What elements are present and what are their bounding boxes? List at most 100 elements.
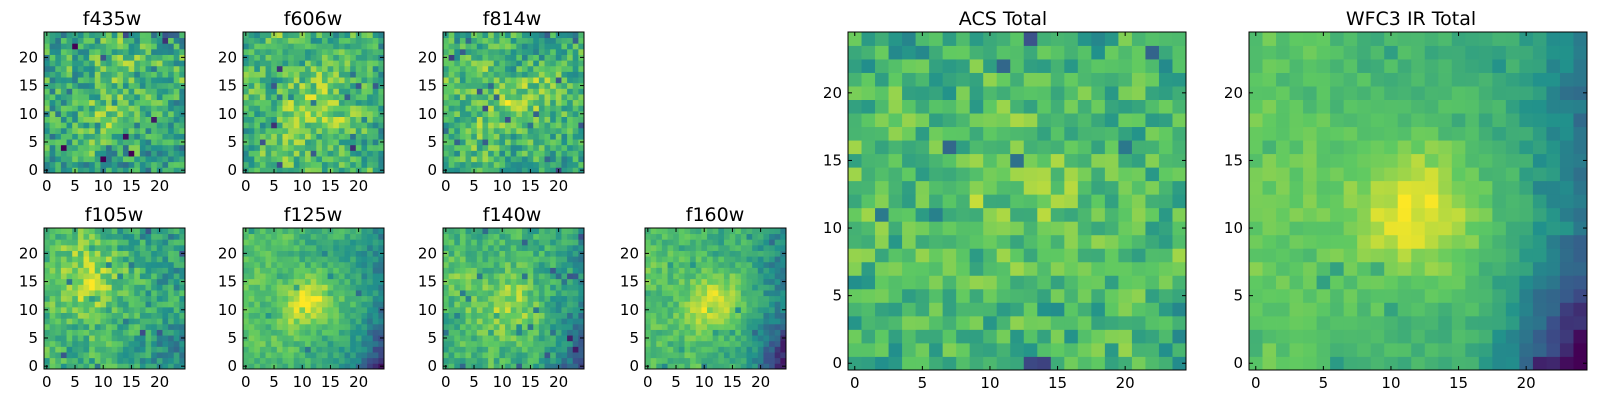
heatmap-cell	[60, 150, 67, 157]
heatmap-cell	[248, 329, 255, 336]
heatmap-cell	[83, 261, 90, 268]
heatmap-cell	[77, 233, 84, 240]
heatmap-cell	[162, 233, 169, 240]
heatmap-cell	[355, 127, 362, 134]
heatmap-cell	[276, 233, 283, 240]
heatmap-cell	[875, 275, 889, 290]
heatmap-cell	[338, 127, 345, 134]
heatmap-cell	[89, 335, 96, 342]
heatmap-cell	[533, 290, 540, 297]
heatmap-cell	[117, 37, 124, 44]
heatmap-cell	[355, 150, 362, 157]
heatmap-cell	[168, 329, 175, 336]
heatmap-cell	[752, 233, 759, 240]
heatmap-cell	[111, 82, 118, 89]
heatmap-cell	[310, 71, 317, 78]
heatmap-cell	[695, 290, 702, 297]
heatmap-cell	[454, 110, 461, 117]
heatmap-cell	[344, 110, 351, 117]
heatmap-cell	[746, 290, 753, 297]
heatmap-cell	[454, 116, 461, 123]
heatmap-cell	[550, 94, 557, 101]
heatmap-cell	[516, 82, 523, 89]
heatmap-cell	[527, 110, 534, 117]
heatmap-cell	[89, 82, 96, 89]
heatmap-cell	[243, 352, 250, 359]
heatmap-cell	[740, 250, 747, 257]
heatmap-cell	[327, 256, 334, 263]
heatmap-cell	[443, 48, 450, 55]
heatmap-cell	[344, 228, 351, 235]
heatmap-cell	[673, 278, 680, 285]
heatmap-cell	[1145, 342, 1160, 357]
heatmap-cell	[173, 323, 180, 330]
heatmap-cell	[355, 65, 362, 72]
heatmap-cell	[969, 356, 984, 371]
heatmap-cell	[645, 323, 652, 330]
heatmap-cell	[476, 340, 483, 347]
heatmap-cell	[533, 71, 540, 78]
heatmap-cell	[718, 335, 725, 342]
heatmap-cell	[521, 82, 528, 89]
heatmap-cell	[66, 284, 73, 291]
heatmap-cell	[538, 133, 545, 140]
y-tick-label: 0	[227, 357, 237, 375]
heatmap-cell	[471, 357, 478, 364]
heatmap-cell	[454, 71, 461, 78]
heatmap-cell	[673, 301, 680, 308]
heatmap-cell	[915, 207, 930, 222]
heatmap-cell	[106, 306, 113, 313]
heatmap-cell	[77, 105, 84, 112]
heatmap-cell	[690, 273, 697, 280]
heatmap-cell	[448, 105, 455, 112]
heatmap-cell	[293, 363, 300, 370]
heatmap-cell	[49, 273, 56, 280]
heatmap-cell	[173, 335, 180, 342]
heatmap-cell	[265, 340, 272, 347]
heatmap-cell	[156, 99, 163, 106]
heatmap-cell	[139, 127, 146, 134]
heatmap-cell	[661, 273, 668, 280]
heatmap-cell	[929, 288, 944, 303]
heatmap-cell	[288, 139, 295, 146]
heatmap-cell	[162, 133, 169, 140]
heatmap-cell	[740, 306, 747, 313]
heatmap-cell	[72, 116, 79, 123]
heatmap-cell	[271, 323, 278, 330]
heatmap-cell	[248, 290, 255, 297]
heatmap-cell	[66, 71, 73, 78]
heatmap-cell	[134, 233, 141, 240]
heatmap-cell	[969, 329, 984, 344]
heatmap-cell	[650, 301, 657, 308]
heatmap-cell	[448, 228, 455, 235]
heatmap-cell	[372, 340, 379, 347]
heatmap-cell	[701, 233, 708, 240]
heatmap-cell	[271, 110, 278, 117]
heatmap-cell	[555, 144, 562, 151]
heatmap-cell	[763, 233, 770, 240]
heatmap-cell	[248, 116, 255, 123]
heatmap-cell	[1064, 288, 1079, 303]
heatmap-cell	[299, 357, 306, 364]
heatmap-cell	[151, 82, 158, 89]
heatmap-cell	[752, 318, 759, 325]
heatmap-cell	[248, 228, 255, 235]
heatmap-cell	[173, 82, 180, 89]
heatmap-cell	[983, 329, 998, 344]
heatmap-cell	[774, 244, 781, 251]
heatmap-cell	[482, 82, 489, 89]
heatmap-cell	[327, 105, 334, 112]
heatmap-cell	[60, 228, 67, 235]
heatmap-cell	[259, 77, 266, 84]
heatmap-cell	[321, 233, 328, 240]
heatmap-cell	[111, 363, 118, 370]
heatmap-cell	[106, 105, 113, 112]
heatmap-cell	[77, 167, 84, 174]
heatmap-cell	[465, 278, 472, 285]
heatmap-cell	[66, 250, 73, 257]
heatmap-cell	[106, 278, 113, 285]
heatmap-cell	[361, 139, 368, 146]
heatmap-cell	[678, 363, 685, 370]
heatmap-cell	[942, 261, 957, 276]
heatmap-cell	[344, 71, 351, 78]
